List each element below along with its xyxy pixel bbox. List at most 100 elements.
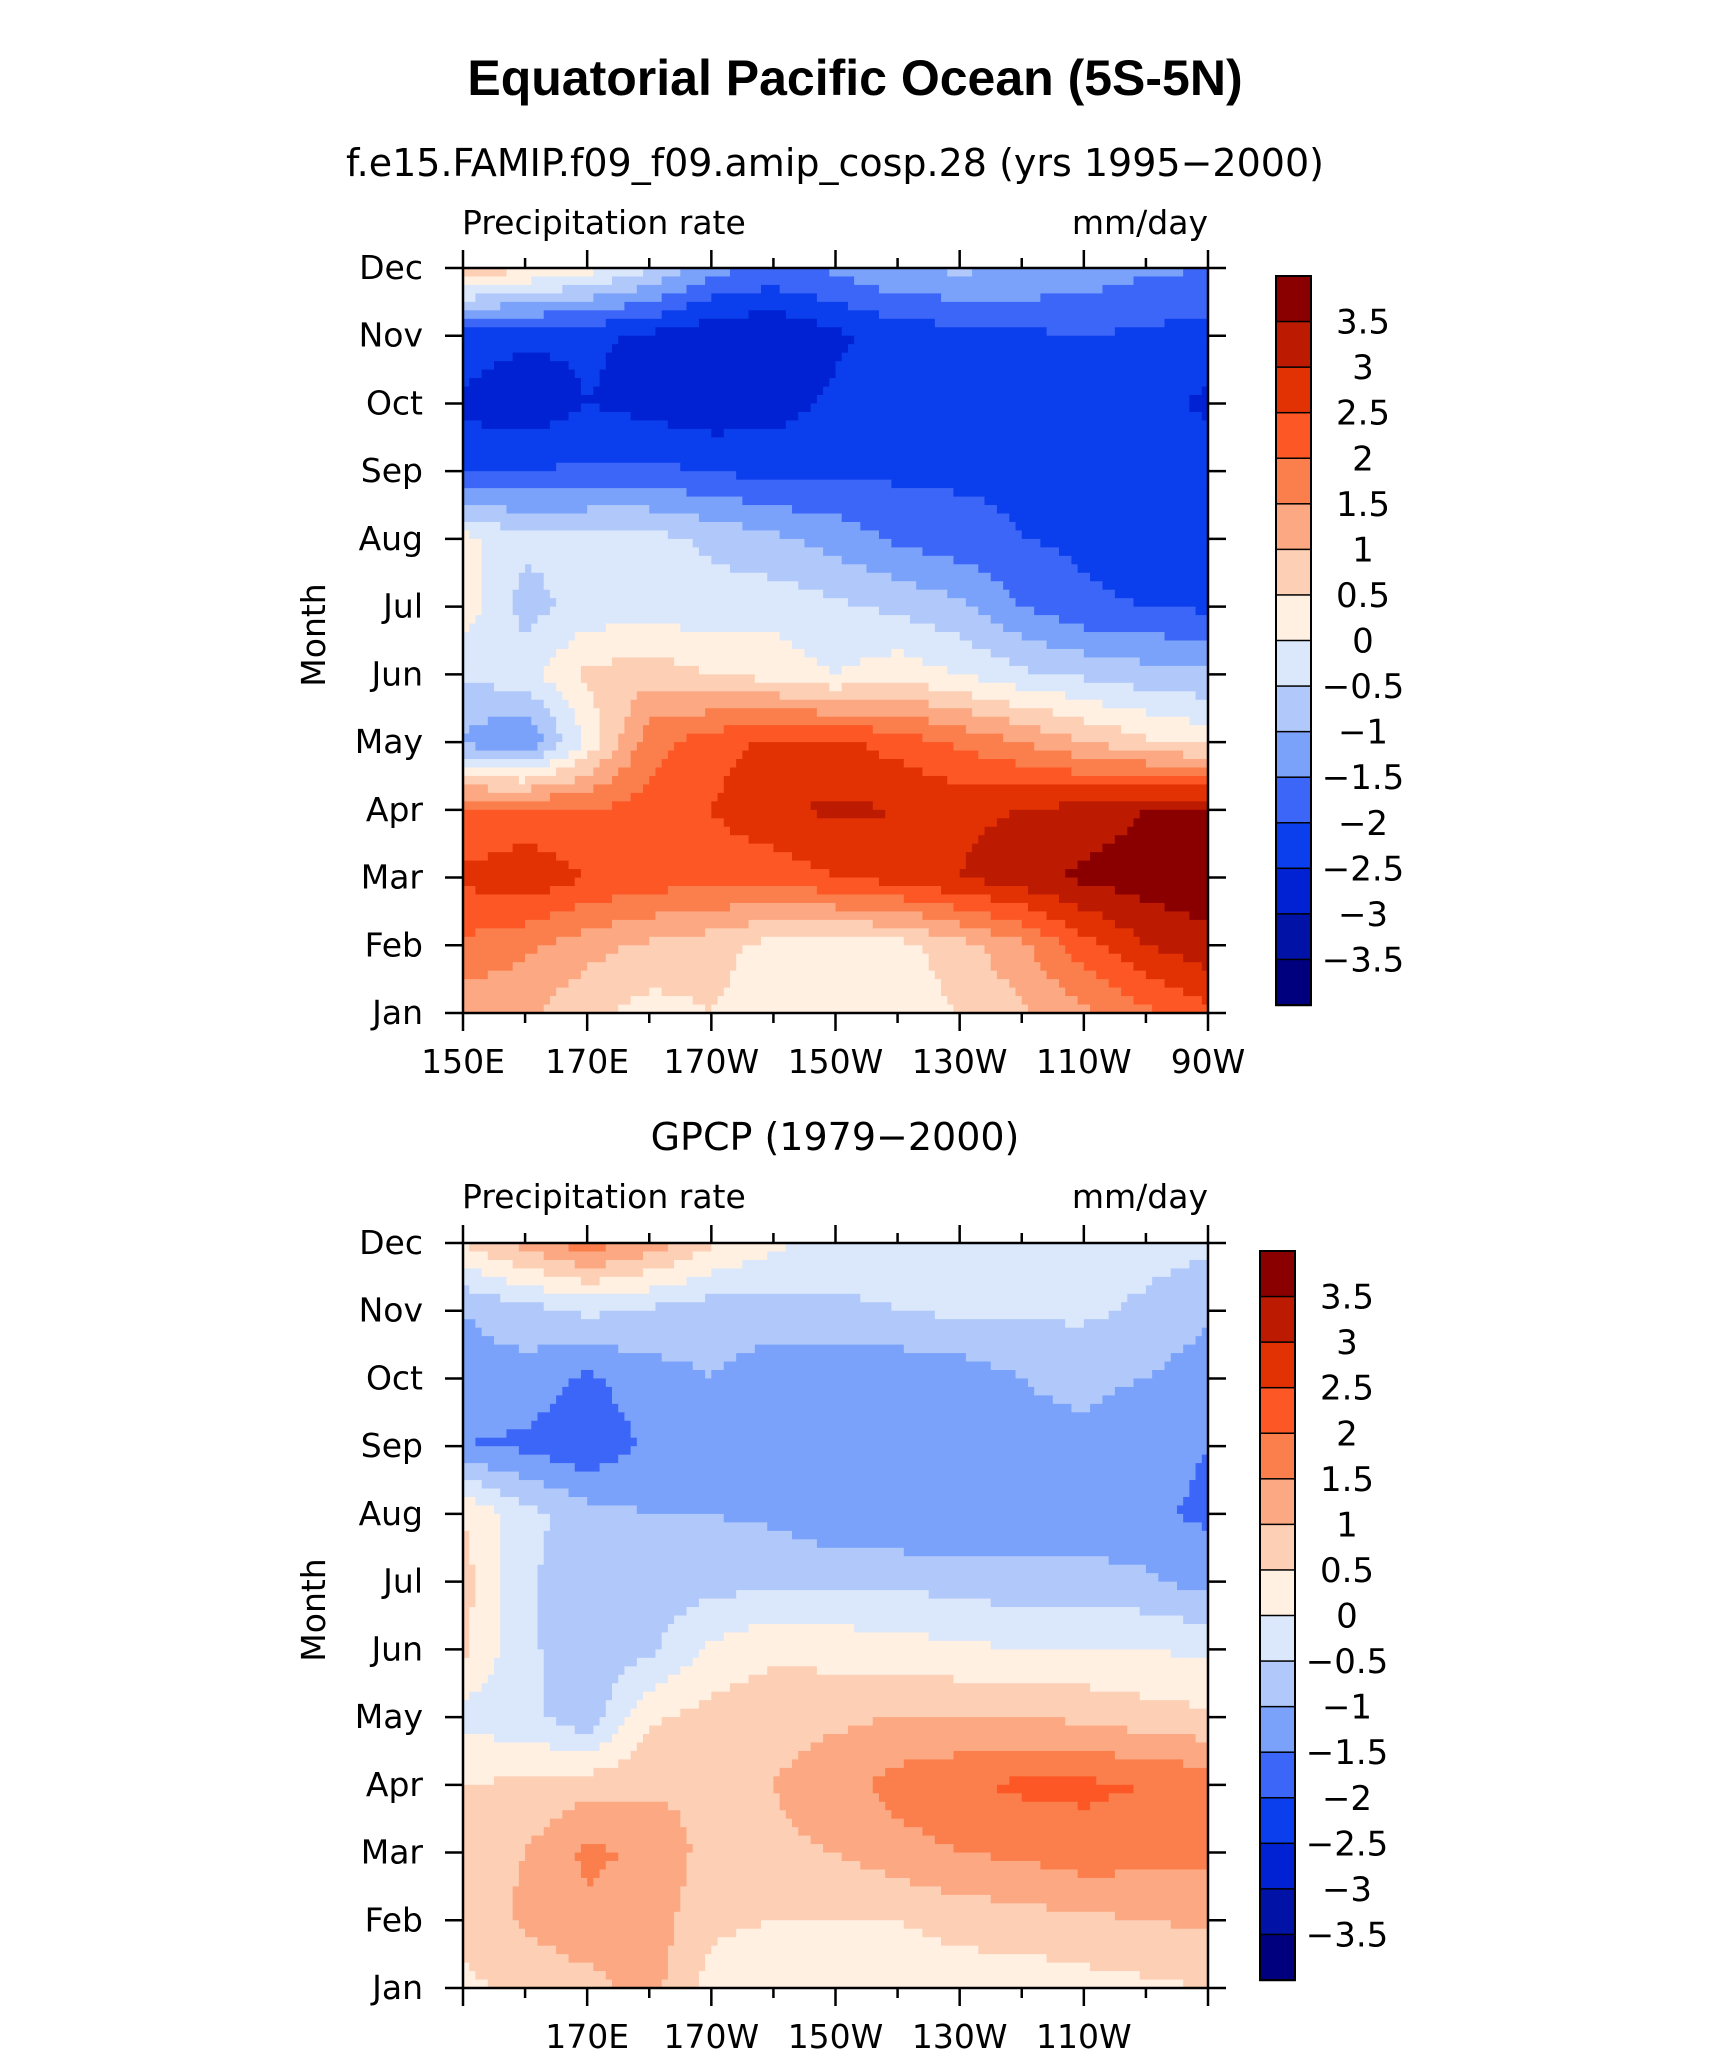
contour-cell — [605, 1708, 632, 1718]
y-tick-label: Feb — [365, 1900, 423, 1939]
contour-cell — [469, 1285, 545, 1295]
contour-cell — [463, 572, 483, 582]
contour-cell — [605, 1259, 675, 1269]
contour-cell — [612, 1395, 1054, 1405]
contour-cell — [1071, 953, 1122, 963]
contour-cell — [463, 1412, 539, 1422]
contour-cell — [463, 1683, 483, 1693]
contour-cell — [729, 979, 942, 989]
contour-cell — [506, 1276, 582, 1286]
contour-cell — [636, 742, 675, 752]
contour-cell — [1027, 886, 1116, 896]
contour-cell — [580, 733, 601, 743]
contour-cell — [531, 716, 557, 726]
contour-cell — [655, 327, 843, 337]
contour-cell — [531, 564, 731, 574]
colorbar-label: −2 — [1322, 1779, 1372, 1819]
contour-cell — [556, 725, 582, 735]
contour-cell — [736, 759, 905, 769]
contour-cell — [854, 335, 1209, 345]
contour-cell — [463, 1437, 477, 1447]
contour-cell — [463, 936, 557, 946]
contour-cell — [481, 1327, 1203, 1337]
contour-cell — [463, 1480, 483, 1490]
contour-cell — [463, 1395, 557, 1405]
contour-cell — [618, 335, 855, 345]
contour-cell — [463, 1708, 545, 1718]
contour-cell — [475, 615, 520, 625]
colorbar-label: −3 — [1322, 1870, 1372, 1910]
contour-cell — [580, 928, 706, 938]
contour-cell — [680, 268, 731, 278]
contour-cell — [618, 742, 638, 752]
colorbar-label: 0 — [1352, 622, 1374, 662]
contour-cell — [1201, 386, 1209, 396]
contour-cell — [463, 1454, 551, 1464]
contour-cell — [1040, 293, 1209, 303]
contour-cell — [841, 682, 930, 692]
colorbar-label: −0.5 — [1306, 1642, 1389, 1682]
contour-cell — [891, 572, 992, 582]
contour-cell — [686, 488, 955, 498]
contour-cell — [792, 640, 973, 650]
contour-cell — [990, 1640, 1209, 1650]
contour-cell — [543, 1285, 650, 1295]
contour-cell — [953, 1674, 1209, 1684]
contour-cell — [1090, 1004, 1153, 1014]
contour-cell — [1096, 1776, 1209, 1786]
panel-obs-contour-field — [463, 1243, 1209, 1989]
contour-cell — [990, 953, 1035, 963]
contour-cell — [705, 1369, 712, 1380]
contour-cell — [680, 1818, 793, 1828]
contour-cell — [599, 725, 626, 735]
contour-cell — [556, 1945, 669, 1955]
contour-cell — [816, 708, 973, 718]
contour-cell — [903, 648, 992, 659]
contour-cell — [1034, 945, 1066, 955]
colorbar-box — [1275, 411, 1312, 460]
contour-cell — [556, 852, 793, 862]
contour-cell — [469, 1556, 501, 1566]
contour-cell — [748, 919, 874, 929]
panel-obs-axes: Jan Feb Mar Apr May Jun Jul Aug Sep Oct Nov Dec 170E… — [355, 1223, 1226, 2056]
contour-cell — [463, 1293, 501, 1303]
contour-cell — [469, 1691, 545, 1701]
contour-cell — [624, 716, 650, 726]
contour-cell — [463, 1903, 514, 1913]
panel-obs: GPCP (1979−2000) Precipitation rate mm/d… — [294, 1115, 1388, 2056]
contour-cell — [463, 1818, 551, 1828]
contour-cell — [518, 1471, 1197, 1481]
contour-cell — [742, 945, 924, 955]
contour-cell — [1065, 691, 1197, 701]
figure-title: Equatorial Pacific Ocean (5S-5N) — [467, 50, 1242, 106]
contour-cell — [481, 1268, 545, 1278]
contour-cell — [1127, 826, 1209, 836]
contour-cell — [463, 606, 483, 616]
colorbar-label: −1.5 — [1322, 758, 1405, 798]
contour-cell — [680, 1886, 942, 1896]
contour-cell — [593, 1767, 781, 1777]
contour-cell — [1139, 1691, 1209, 1701]
contour-cell — [674, 1911, 1116, 1921]
contour-cell — [1077, 902, 1166, 913]
contour-cell — [463, 1420, 532, 1430]
contour-cell — [475, 1437, 638, 1447]
contour-cell — [463, 1962, 470, 1972]
contour-cell — [779, 1767, 886, 1777]
contour-cell — [537, 1590, 737, 1600]
contour-cell — [686, 1861, 861, 1871]
contour-cell — [463, 1717, 557, 1727]
contour-cell — [736, 1928, 924, 1938]
contour-cell — [792, 1818, 905, 1828]
contour-cell — [661, 759, 737, 769]
contour-cell — [475, 1319, 1066, 1329]
contour-cell — [463, 1327, 483, 1337]
contour-cell — [463, 1674, 489, 1684]
contour-cell — [618, 1344, 756, 1354]
x-tick-label: 150W — [788, 2017, 884, 2056]
contour-cell — [593, 699, 632, 709]
contour-cell — [543, 1657, 638, 1667]
contour-cell — [463, 1369, 582, 1380]
contour-cell — [463, 725, 470, 735]
contour-cell — [779, 632, 961, 642]
